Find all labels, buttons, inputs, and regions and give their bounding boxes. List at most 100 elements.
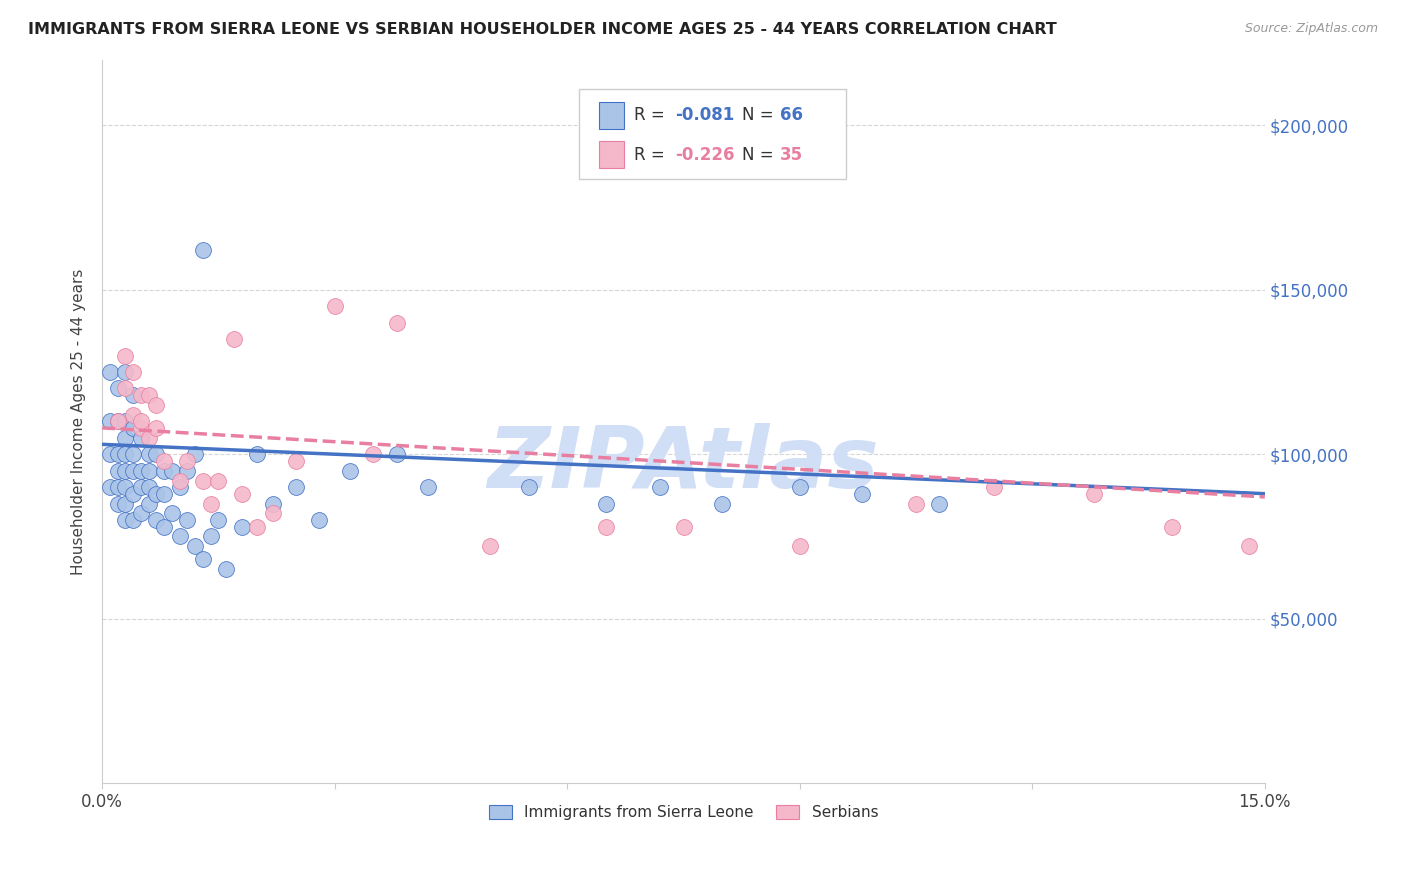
Point [308, 513, 330, 527]
Point [122, 447, 145, 461]
Point [200, 496, 222, 510]
Point [262, 507, 284, 521]
Point [145, 398, 167, 412]
Text: IMMIGRANTS FROM SIERRA LEONE VS SERBIAN HOUSEHOLDER INCOME AGES 25 - 44 YEARS CO: IMMIGRANTS FROM SIERRA LEONE VS SERBIAN … [28, 22, 1057, 37]
FancyBboxPatch shape [599, 141, 624, 169]
Point [231, 519, 253, 533]
Point [114, 513, 136, 527]
Point [215, 562, 238, 576]
Point [176, 513, 198, 527]
Point [138, 431, 160, 445]
Point [711, 496, 734, 510]
Point [114, 414, 136, 428]
Point [385, 316, 408, 330]
Point [114, 480, 136, 494]
Text: Source: ZipAtlas.com: Source: ZipAtlas.com [1244, 22, 1378, 36]
Point [928, 496, 950, 510]
Text: R =: R = [634, 145, 669, 163]
Point [114, 496, 136, 510]
Point [169, 480, 191, 494]
Point [138, 447, 160, 461]
Point [114, 381, 136, 395]
Point [153, 519, 176, 533]
Point [138, 496, 160, 510]
Point [595, 496, 617, 510]
Point [122, 513, 145, 527]
Point [184, 447, 207, 461]
Point [200, 529, 222, 543]
Point [129, 421, 152, 435]
Point [176, 464, 198, 478]
Text: -0.081: -0.081 [675, 106, 734, 125]
Point [176, 454, 198, 468]
Point [107, 480, 129, 494]
Point [1160, 519, 1182, 533]
Point [98, 480, 121, 494]
Text: N =: N = [741, 145, 779, 163]
Point [385, 447, 408, 461]
Point [672, 519, 695, 533]
Point [169, 529, 191, 543]
Point [851, 486, 873, 500]
Point [1083, 486, 1105, 500]
Point [114, 447, 136, 461]
Point [169, 474, 191, 488]
Point [191, 244, 214, 258]
Point [184, 539, 207, 553]
Point [983, 480, 1005, 494]
Point [222, 332, 245, 346]
FancyBboxPatch shape [579, 88, 846, 179]
Point [129, 414, 152, 428]
Point [107, 414, 129, 428]
Point [789, 539, 811, 553]
Point [285, 454, 308, 468]
Point [145, 486, 167, 500]
Point [107, 414, 129, 428]
Point [160, 507, 183, 521]
Point [905, 496, 928, 510]
Point [138, 464, 160, 478]
Point [114, 464, 136, 478]
Text: R =: R = [634, 106, 669, 125]
Point [339, 464, 361, 478]
FancyBboxPatch shape [599, 102, 624, 129]
Point [129, 431, 152, 445]
Point [98, 447, 121, 461]
Point [246, 519, 269, 533]
Point [160, 464, 183, 478]
Point [145, 513, 167, 527]
Point [595, 519, 617, 533]
Point [122, 388, 145, 402]
Point [114, 365, 136, 379]
Point [145, 421, 167, 435]
Text: -0.226: -0.226 [675, 145, 735, 163]
Point [1239, 539, 1261, 553]
Text: ZIPAtlas: ZIPAtlas [488, 423, 879, 507]
Point [107, 381, 129, 395]
Point [107, 464, 129, 478]
Point [98, 365, 121, 379]
Point [363, 447, 385, 461]
Point [138, 480, 160, 494]
Point [98, 414, 121, 428]
Point [323, 299, 346, 313]
Point [285, 480, 308, 494]
Point [789, 480, 811, 494]
Point [262, 496, 284, 510]
Point [191, 474, 214, 488]
Point [122, 365, 145, 379]
Point [122, 408, 145, 422]
Text: 66: 66 [780, 106, 803, 125]
Point [114, 349, 136, 363]
Point [122, 464, 145, 478]
Point [153, 486, 176, 500]
Point [231, 486, 253, 500]
Legend: Immigrants from Sierra Leone, Serbians: Immigrants from Sierra Leone, Serbians [482, 798, 884, 826]
Point [478, 539, 501, 553]
Point [191, 552, 214, 566]
Point [145, 447, 167, 461]
Point [517, 480, 540, 494]
Point [207, 474, 229, 488]
Y-axis label: Householder Income Ages 25 - 44 years: Householder Income Ages 25 - 44 years [72, 268, 86, 574]
Point [138, 388, 160, 402]
